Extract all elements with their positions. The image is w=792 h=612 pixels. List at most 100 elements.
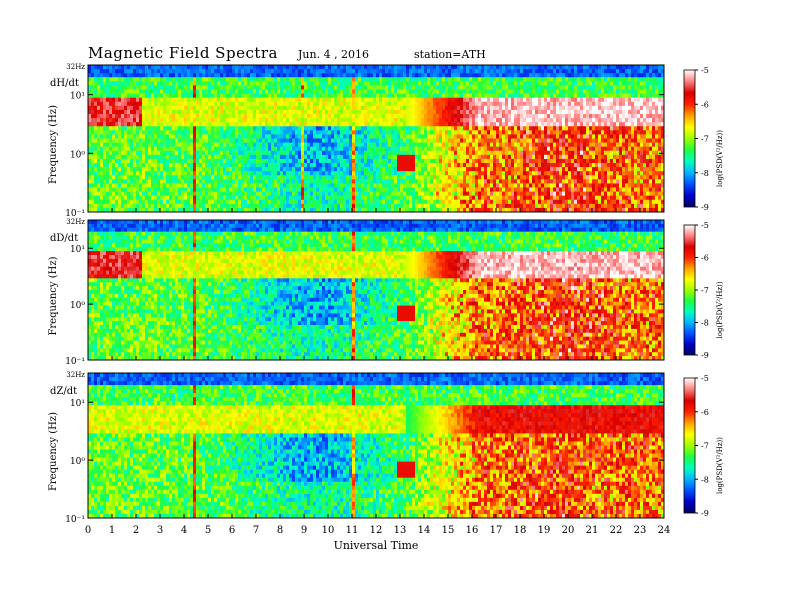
spectrogram-cell	[355, 118, 358, 122]
spectrogram-cell	[265, 183, 268, 187]
spectrogram-cell	[478, 143, 481, 147]
spectrogram-cell	[325, 85, 328, 89]
spectrogram-cell	[298, 118, 301, 122]
spectrogram-cell	[397, 151, 400, 155]
spectrogram-cell	[265, 204, 268, 208]
spectrogram-cell	[307, 110, 310, 114]
spectrogram-cell	[280, 204, 283, 208]
spectrogram-cell	[313, 188, 316, 192]
spectrogram-cell	[247, 179, 250, 183]
spectrogram-cell	[331, 175, 334, 179]
spectrogram-cell	[130, 98, 133, 102]
spectrogram-cell	[415, 102, 418, 106]
spectrogram-cell	[127, 81, 130, 85]
spectrogram-cell	[256, 110, 259, 114]
spectrogram-cell	[136, 167, 139, 171]
spectrogram-cell	[352, 167, 355, 171]
spectrogram-cell	[454, 130, 457, 134]
spectrogram-cell	[121, 90, 124, 94]
spectrogram-cell	[448, 114, 451, 118]
spectrogram-cell	[412, 159, 415, 163]
spectrogram-cell	[193, 151, 196, 155]
spectrogram-cell	[274, 114, 277, 118]
spectrogram-cell	[313, 155, 316, 159]
spectrogram-cell	[436, 139, 439, 143]
spectrogram-cell	[280, 192, 283, 196]
spectrogram-cell	[88, 106, 91, 110]
spectrogram-cell	[118, 110, 121, 114]
spectrogram-cell	[268, 94, 271, 98]
spectrogram-cell	[142, 77, 145, 81]
spectrogram-cell	[379, 139, 382, 143]
spectrogram-cell	[340, 196, 343, 200]
spectrogram-cell	[148, 188, 151, 192]
spectrogram-cell	[88, 110, 91, 114]
spectrogram-cell	[238, 155, 241, 159]
spectrogram-cell	[436, 90, 439, 94]
spectrogram-cell	[343, 163, 346, 167]
spectrogram-cell	[292, 130, 295, 134]
spectrogram-cell	[97, 179, 100, 183]
spectrogram-cell	[88, 200, 91, 204]
spectrogram-cell	[394, 183, 397, 187]
spectrogram-cell	[223, 94, 226, 98]
spectrogram-cell	[331, 171, 334, 175]
spectrogram-cell	[259, 69, 262, 73]
spectrogram-cell	[274, 196, 277, 200]
spectrogram-cell	[133, 175, 136, 179]
spectrogram-cell	[379, 151, 382, 155]
spectrogram-cell	[478, 114, 481, 118]
spectrogram-cell	[310, 196, 313, 200]
spectrogram-cell	[271, 77, 274, 81]
spectrogram-cell	[298, 73, 301, 77]
spectrogram-cell	[214, 98, 217, 102]
spectrogram-cell	[337, 69, 340, 73]
spectrogram-cell	[226, 183, 229, 187]
spectrogram-cell	[448, 110, 451, 114]
spectrogram-cell	[436, 130, 439, 134]
spectrogram-cell	[202, 118, 205, 122]
spectrogram-cell	[313, 126, 316, 130]
spectrogram-cell	[121, 147, 124, 151]
spectrogram-cell	[337, 102, 340, 106]
spectrogram-cell	[385, 110, 388, 114]
spectrogram-cell	[382, 167, 385, 171]
spectrogram-cell	[196, 196, 199, 200]
spectrogram-cell	[331, 106, 334, 110]
spectrogram-cell	[361, 200, 364, 204]
spectrogram-cell	[349, 81, 352, 85]
spectrogram-cell	[211, 94, 214, 98]
spectrogram-cell	[133, 147, 136, 151]
spectrogram-cell	[355, 192, 358, 196]
spectrogram-cell	[283, 159, 286, 163]
spectrogram-cell	[391, 179, 394, 183]
spectrogram-cell	[367, 163, 370, 167]
spectrogram-cell	[130, 90, 133, 94]
spectrogram-cell	[106, 159, 109, 163]
spectrogram-cell	[247, 90, 250, 94]
spectrogram-cell	[205, 188, 208, 192]
spectrogram-cell	[331, 98, 334, 102]
spectrogram-cell	[100, 192, 103, 196]
spectrogram-cell	[139, 204, 142, 208]
spectrogram-cell	[313, 85, 316, 89]
spectrogram-cell	[394, 126, 397, 130]
spectrogram-cell	[376, 102, 379, 106]
spectrogram-cell	[391, 114, 394, 118]
spectrogram-cell	[436, 147, 439, 151]
spectrogram-cell	[298, 151, 301, 155]
spectrogram-cell	[160, 114, 163, 118]
spectrogram-cell	[127, 98, 130, 102]
spectrogram-cell	[436, 122, 439, 126]
spectrogram-cell	[127, 69, 130, 73]
spectrogram-cell	[229, 114, 232, 118]
spectrogram-cell	[403, 196, 406, 200]
spectrogram-cell	[325, 126, 328, 130]
spectrogram-cell	[259, 73, 262, 77]
spectrogram-cell	[223, 106, 226, 110]
spectrogram-cell	[235, 204, 238, 208]
spectrogram-cell	[301, 98, 304, 102]
spectrogram-cell	[460, 147, 463, 151]
spectrogram-cell	[157, 204, 160, 208]
spectrogram-cell	[295, 139, 298, 143]
